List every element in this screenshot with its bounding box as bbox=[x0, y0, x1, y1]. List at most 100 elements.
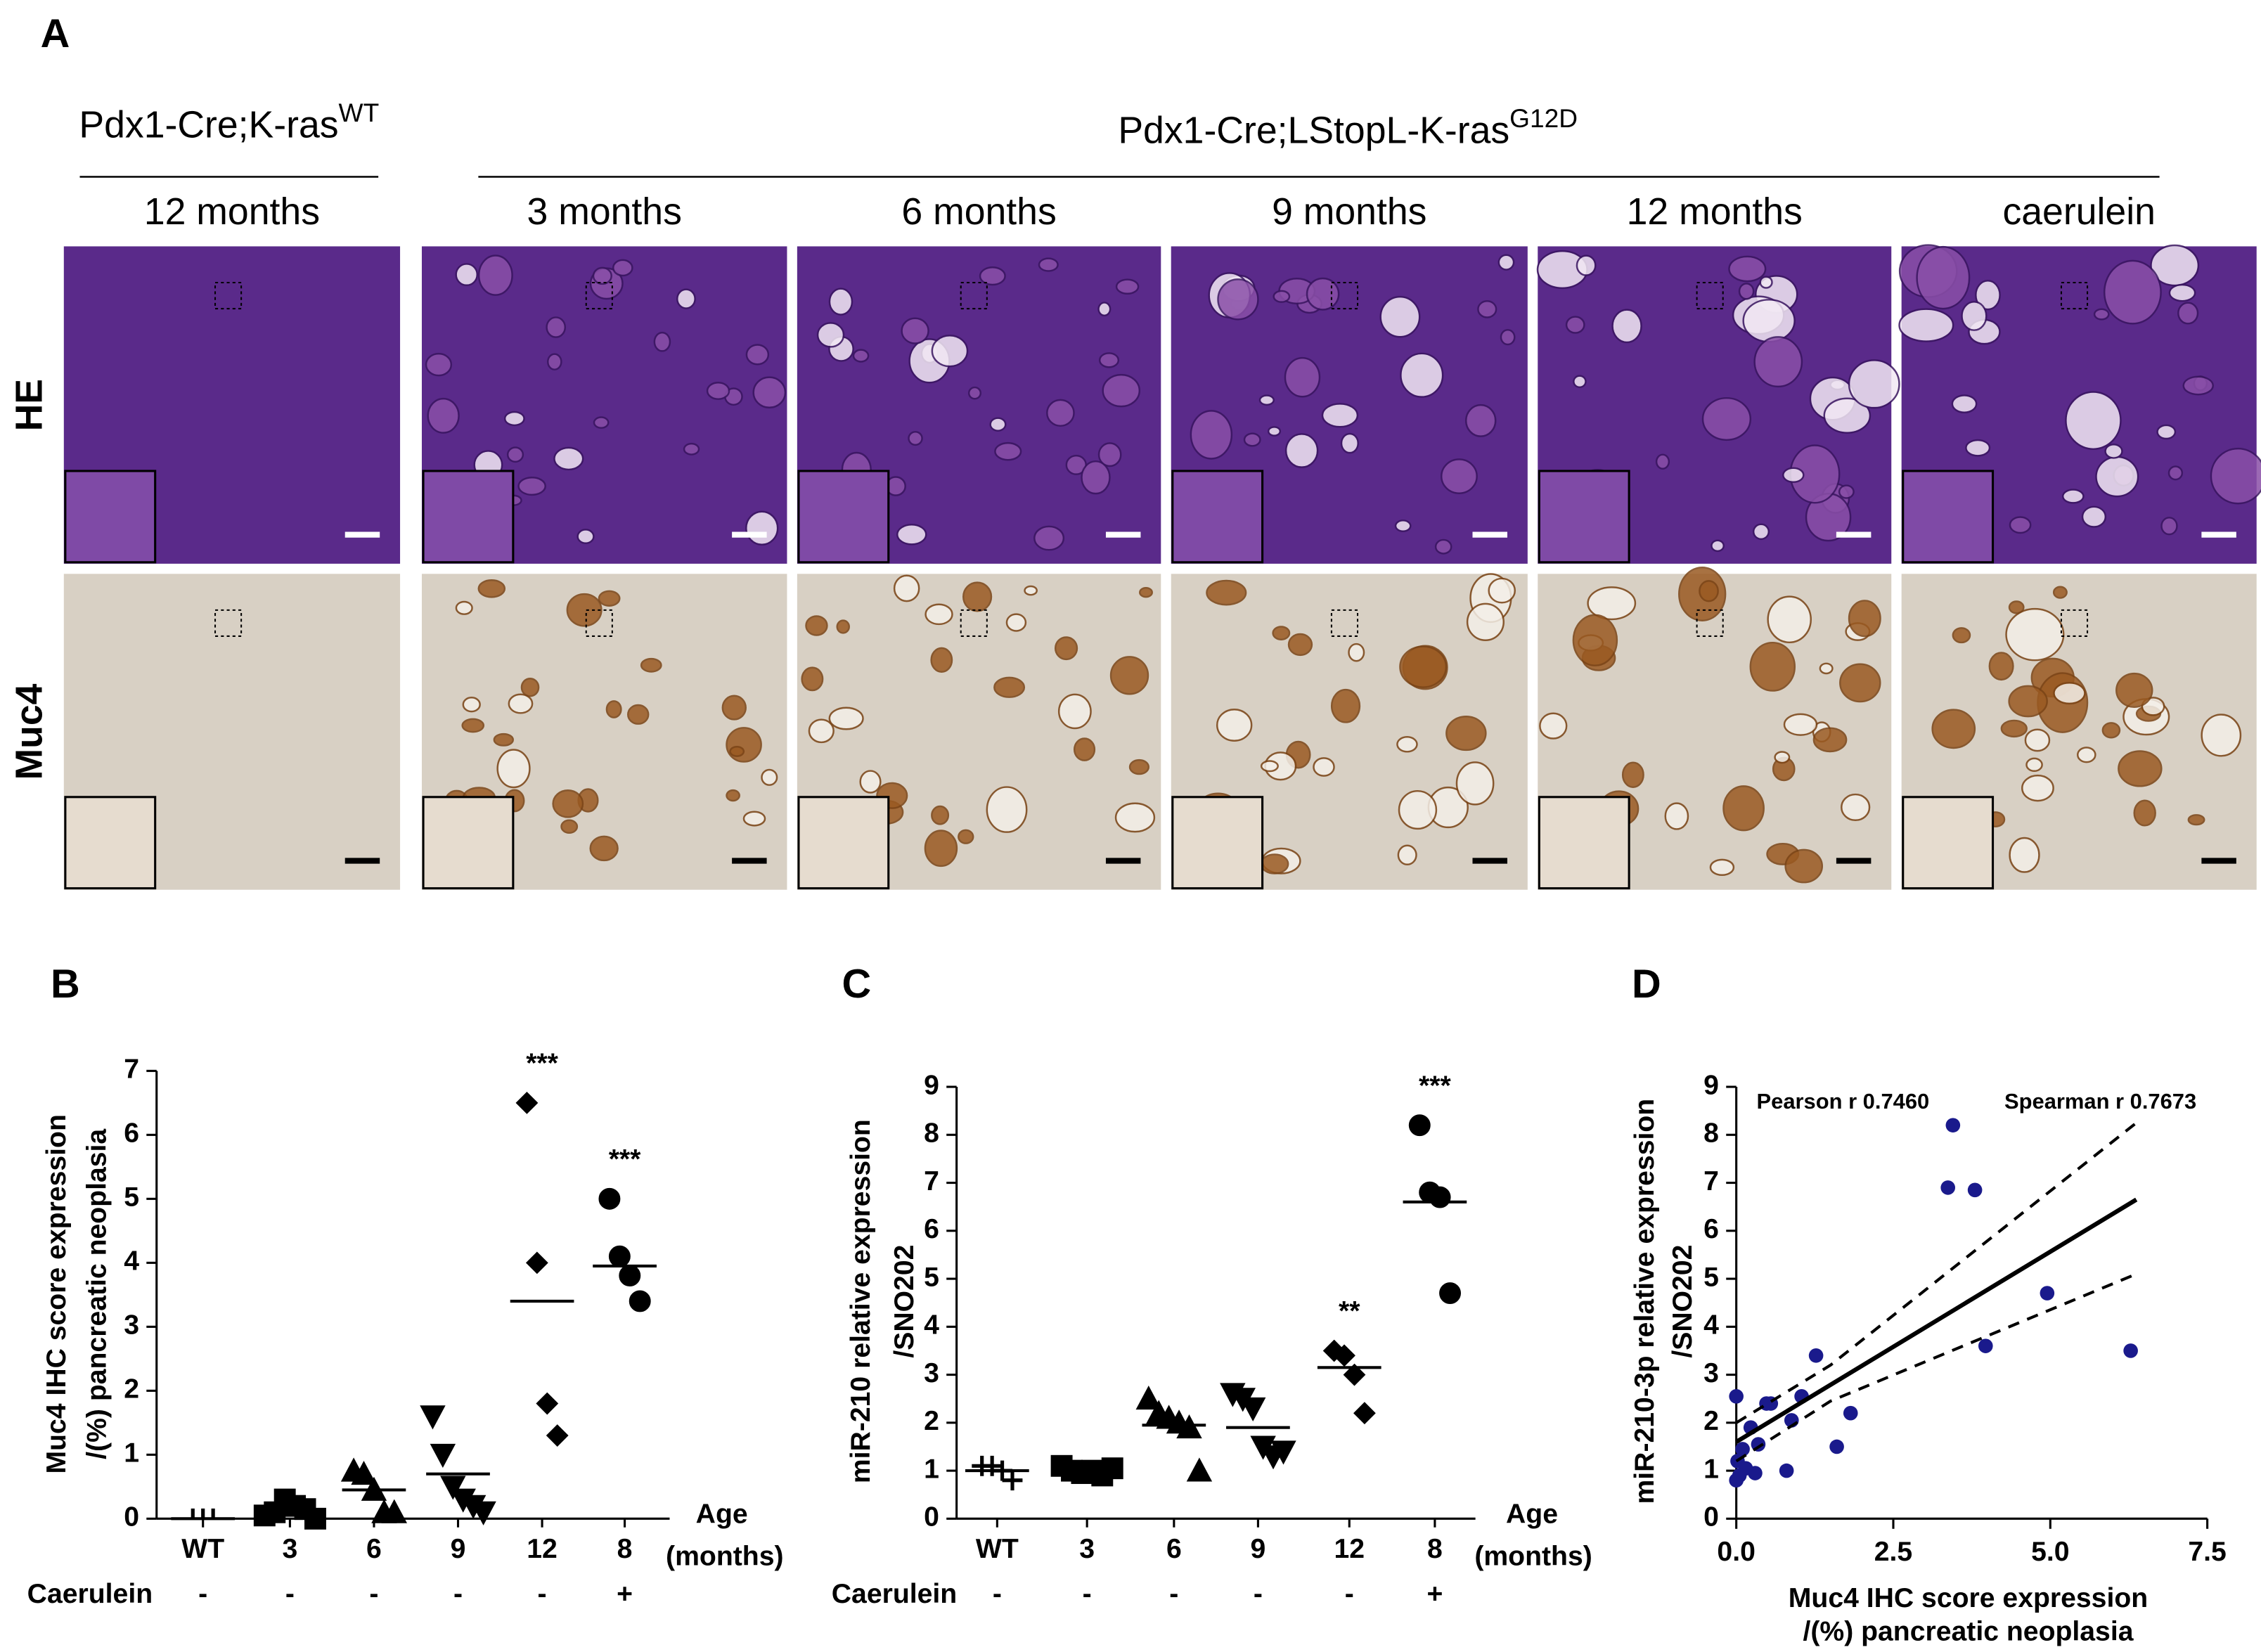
tissue-structure bbox=[1115, 278, 1140, 295]
tissue-structure bbox=[808, 718, 835, 744]
tissue-structure bbox=[729, 745, 745, 757]
confidence-band bbox=[1735, 1121, 2137, 1424]
tissue-structure bbox=[1711, 539, 1725, 553]
tissue-structure bbox=[612, 259, 633, 277]
tissue-structure bbox=[503, 411, 525, 427]
y-tick-label: 8 bbox=[924, 1118, 939, 1149]
tissue-structure bbox=[1273, 290, 1291, 303]
significance: *** bbox=[609, 1144, 641, 1175]
tissue-structure bbox=[986, 786, 1028, 833]
point bbox=[1729, 1388, 1744, 1404]
point bbox=[470, 1501, 496, 1525]
tissue-structure bbox=[958, 829, 974, 844]
tissue-structure bbox=[1783, 713, 1818, 736]
tissue-structure bbox=[2115, 672, 2153, 708]
point bbox=[1429, 1186, 1451, 1208]
inset-marker bbox=[585, 281, 613, 310]
x-axis-label: (months) bbox=[1474, 1541, 1592, 1571]
inset bbox=[1902, 796, 1995, 890]
tissue-structure bbox=[1348, 643, 1365, 662]
x-tick-label: 12 bbox=[527, 1534, 558, 1564]
point bbox=[440, 1476, 466, 1500]
point bbox=[1176, 1414, 1202, 1439]
tissue-structure bbox=[1539, 712, 1568, 740]
point bbox=[1002, 1470, 1023, 1491]
tissue-structure bbox=[1466, 602, 1505, 641]
point bbox=[2123, 1343, 2138, 1358]
tissue-structure bbox=[1054, 636, 1078, 661]
tissue-structure bbox=[461, 718, 485, 733]
y-tick-label: 6 bbox=[124, 1118, 139, 1149]
tissue-structure bbox=[1848, 600, 1881, 638]
tissue-structure bbox=[931, 334, 969, 368]
tissue-structure bbox=[589, 835, 619, 862]
y-tick-label: 0 bbox=[1703, 1502, 1719, 1532]
tissue-structure bbox=[962, 581, 993, 612]
x-tick-label: 8 bbox=[617, 1534, 633, 1564]
tissue-structure bbox=[2081, 505, 2107, 528]
tissue-structure bbox=[462, 697, 481, 713]
y-axis-label: /SNO202 bbox=[1668, 1245, 1698, 1358]
tissue-structure bbox=[1379, 295, 1421, 338]
tissue-structure bbox=[2187, 814, 2205, 826]
tissue-structure bbox=[2168, 283, 2196, 302]
point bbox=[1101, 1457, 1123, 1480]
tissue-structure bbox=[455, 263, 479, 287]
tissue-structure bbox=[1722, 785, 1765, 832]
tissue-structure bbox=[1823, 397, 1872, 434]
tissue-structure bbox=[1272, 626, 1291, 640]
point bbox=[2040, 1286, 2055, 1301]
tissue-structure bbox=[1284, 433, 1319, 468]
tissue-structure bbox=[506, 446, 524, 463]
treatment-sign: + bbox=[617, 1579, 633, 1609]
column-label: 3 months bbox=[527, 191, 682, 233]
tissue-structure bbox=[1759, 276, 1773, 289]
y-tick-label: 7 bbox=[1703, 1166, 1719, 1196]
tissue-structure bbox=[852, 349, 870, 363]
tissue-structure bbox=[2182, 375, 2215, 396]
tissue-structure bbox=[1742, 299, 1796, 343]
tissue-structure bbox=[1500, 329, 1516, 346]
tissue-structure bbox=[1477, 299, 1497, 318]
tissue-structure bbox=[1098, 352, 1120, 368]
tissue-structure bbox=[2024, 728, 2051, 752]
significance: *** bbox=[526, 1049, 558, 1079]
x-axis-label: /(%) pancreatic neoplasia bbox=[1803, 1617, 2134, 1647]
y-tick-label: 4 bbox=[1703, 1310, 1719, 1341]
treatment-sign: - bbox=[453, 1579, 463, 1609]
tissue-structure bbox=[1340, 432, 1359, 454]
tissue-structure bbox=[1838, 484, 1855, 499]
point bbox=[1967, 1182, 1983, 1198]
row-label: Caerulein bbox=[832, 1579, 957, 1609]
tissue-structure bbox=[2025, 757, 2043, 773]
x-tick-label: 6 bbox=[366, 1534, 382, 1564]
inset bbox=[64, 470, 157, 564]
tissue-structure bbox=[1216, 708, 1253, 742]
x-tick-label: 3 bbox=[282, 1534, 297, 1564]
inset bbox=[1538, 470, 1630, 564]
group-label: Pdx1-Cre;K-rasWT bbox=[79, 98, 379, 146]
point bbox=[1779, 1463, 1794, 1478]
point bbox=[1735, 1442, 1750, 1457]
tissue-structure bbox=[1782, 467, 1805, 484]
tissue-structure bbox=[2133, 799, 2156, 827]
tissue-structure bbox=[1455, 761, 1495, 806]
tissue-structure bbox=[1394, 520, 1412, 533]
tissue-structure bbox=[1434, 538, 1452, 555]
inset bbox=[422, 470, 515, 564]
point bbox=[536, 1392, 559, 1415]
x-tick-label: 3 bbox=[1079, 1534, 1095, 1564]
significance: ** bbox=[1339, 1296, 1360, 1327]
tissue-structure bbox=[967, 386, 982, 400]
group-text: Pdx1-Cre;K-ras bbox=[79, 104, 338, 146]
tissue-structure bbox=[2009, 516, 2032, 534]
statistic: Spearman r 0.7673 bbox=[2004, 1089, 2196, 1114]
tissue-structure bbox=[1046, 399, 1075, 427]
inset-marker bbox=[1696, 281, 1724, 310]
inset bbox=[64, 796, 157, 890]
column-label: caerulein bbox=[2002, 191, 2155, 233]
tissue-structure bbox=[425, 352, 453, 377]
inset bbox=[422, 796, 515, 890]
tissue-structure bbox=[989, 417, 1007, 432]
